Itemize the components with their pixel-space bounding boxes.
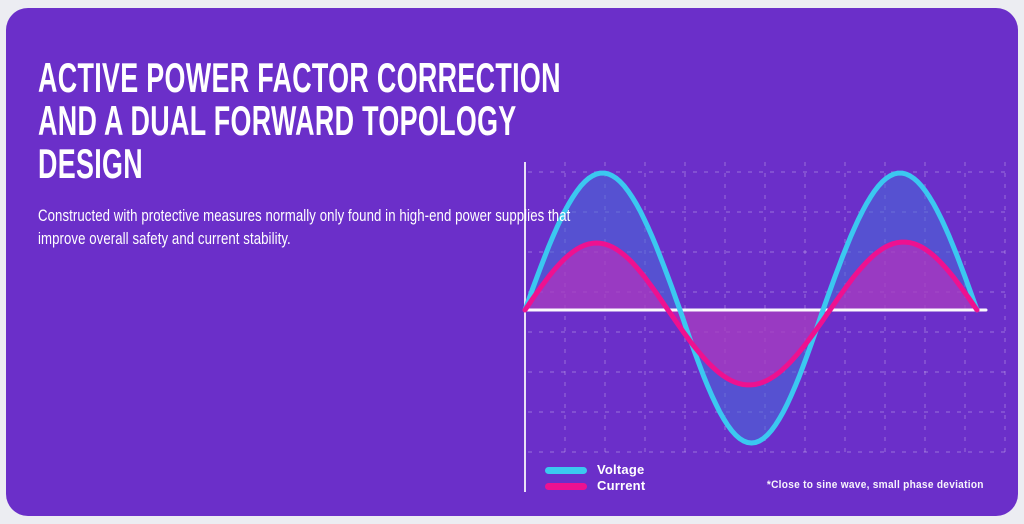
section-description: Constructed with protective measures nor…	[38, 207, 571, 248]
section-title: ACTIVE POWER FACTOR CORRECTION AND A DUA…	[38, 56, 561, 185]
feature-panel: ACTIVE POWER FACTOR CORRECTION AND A DUA…	[6, 8, 1018, 516]
chart-legend: Voltage Current	[545, 462, 646, 493]
chart-footnote: *Close to sine wave, small phase deviati…	[767, 479, 984, 491]
legend-item-current: Current	[545, 478, 646, 493]
legend-item-voltage: Voltage	[545, 462, 645, 477]
section-title-line-2: AND A DUAL FORWARD TOPOLOGY	[38, 97, 517, 144]
voltage-swatch-icon	[545, 466, 587, 474]
section-title-line-1: ACTIVE POWER FACTOR CORRECTION	[38, 54, 561, 101]
voltage-legend-label: Voltage	[597, 462, 645, 477]
current-swatch-icon	[545, 482, 587, 490]
section-title-line-3: DESIGN	[38, 140, 143, 187]
current-legend-label: Current	[597, 478, 646, 493]
